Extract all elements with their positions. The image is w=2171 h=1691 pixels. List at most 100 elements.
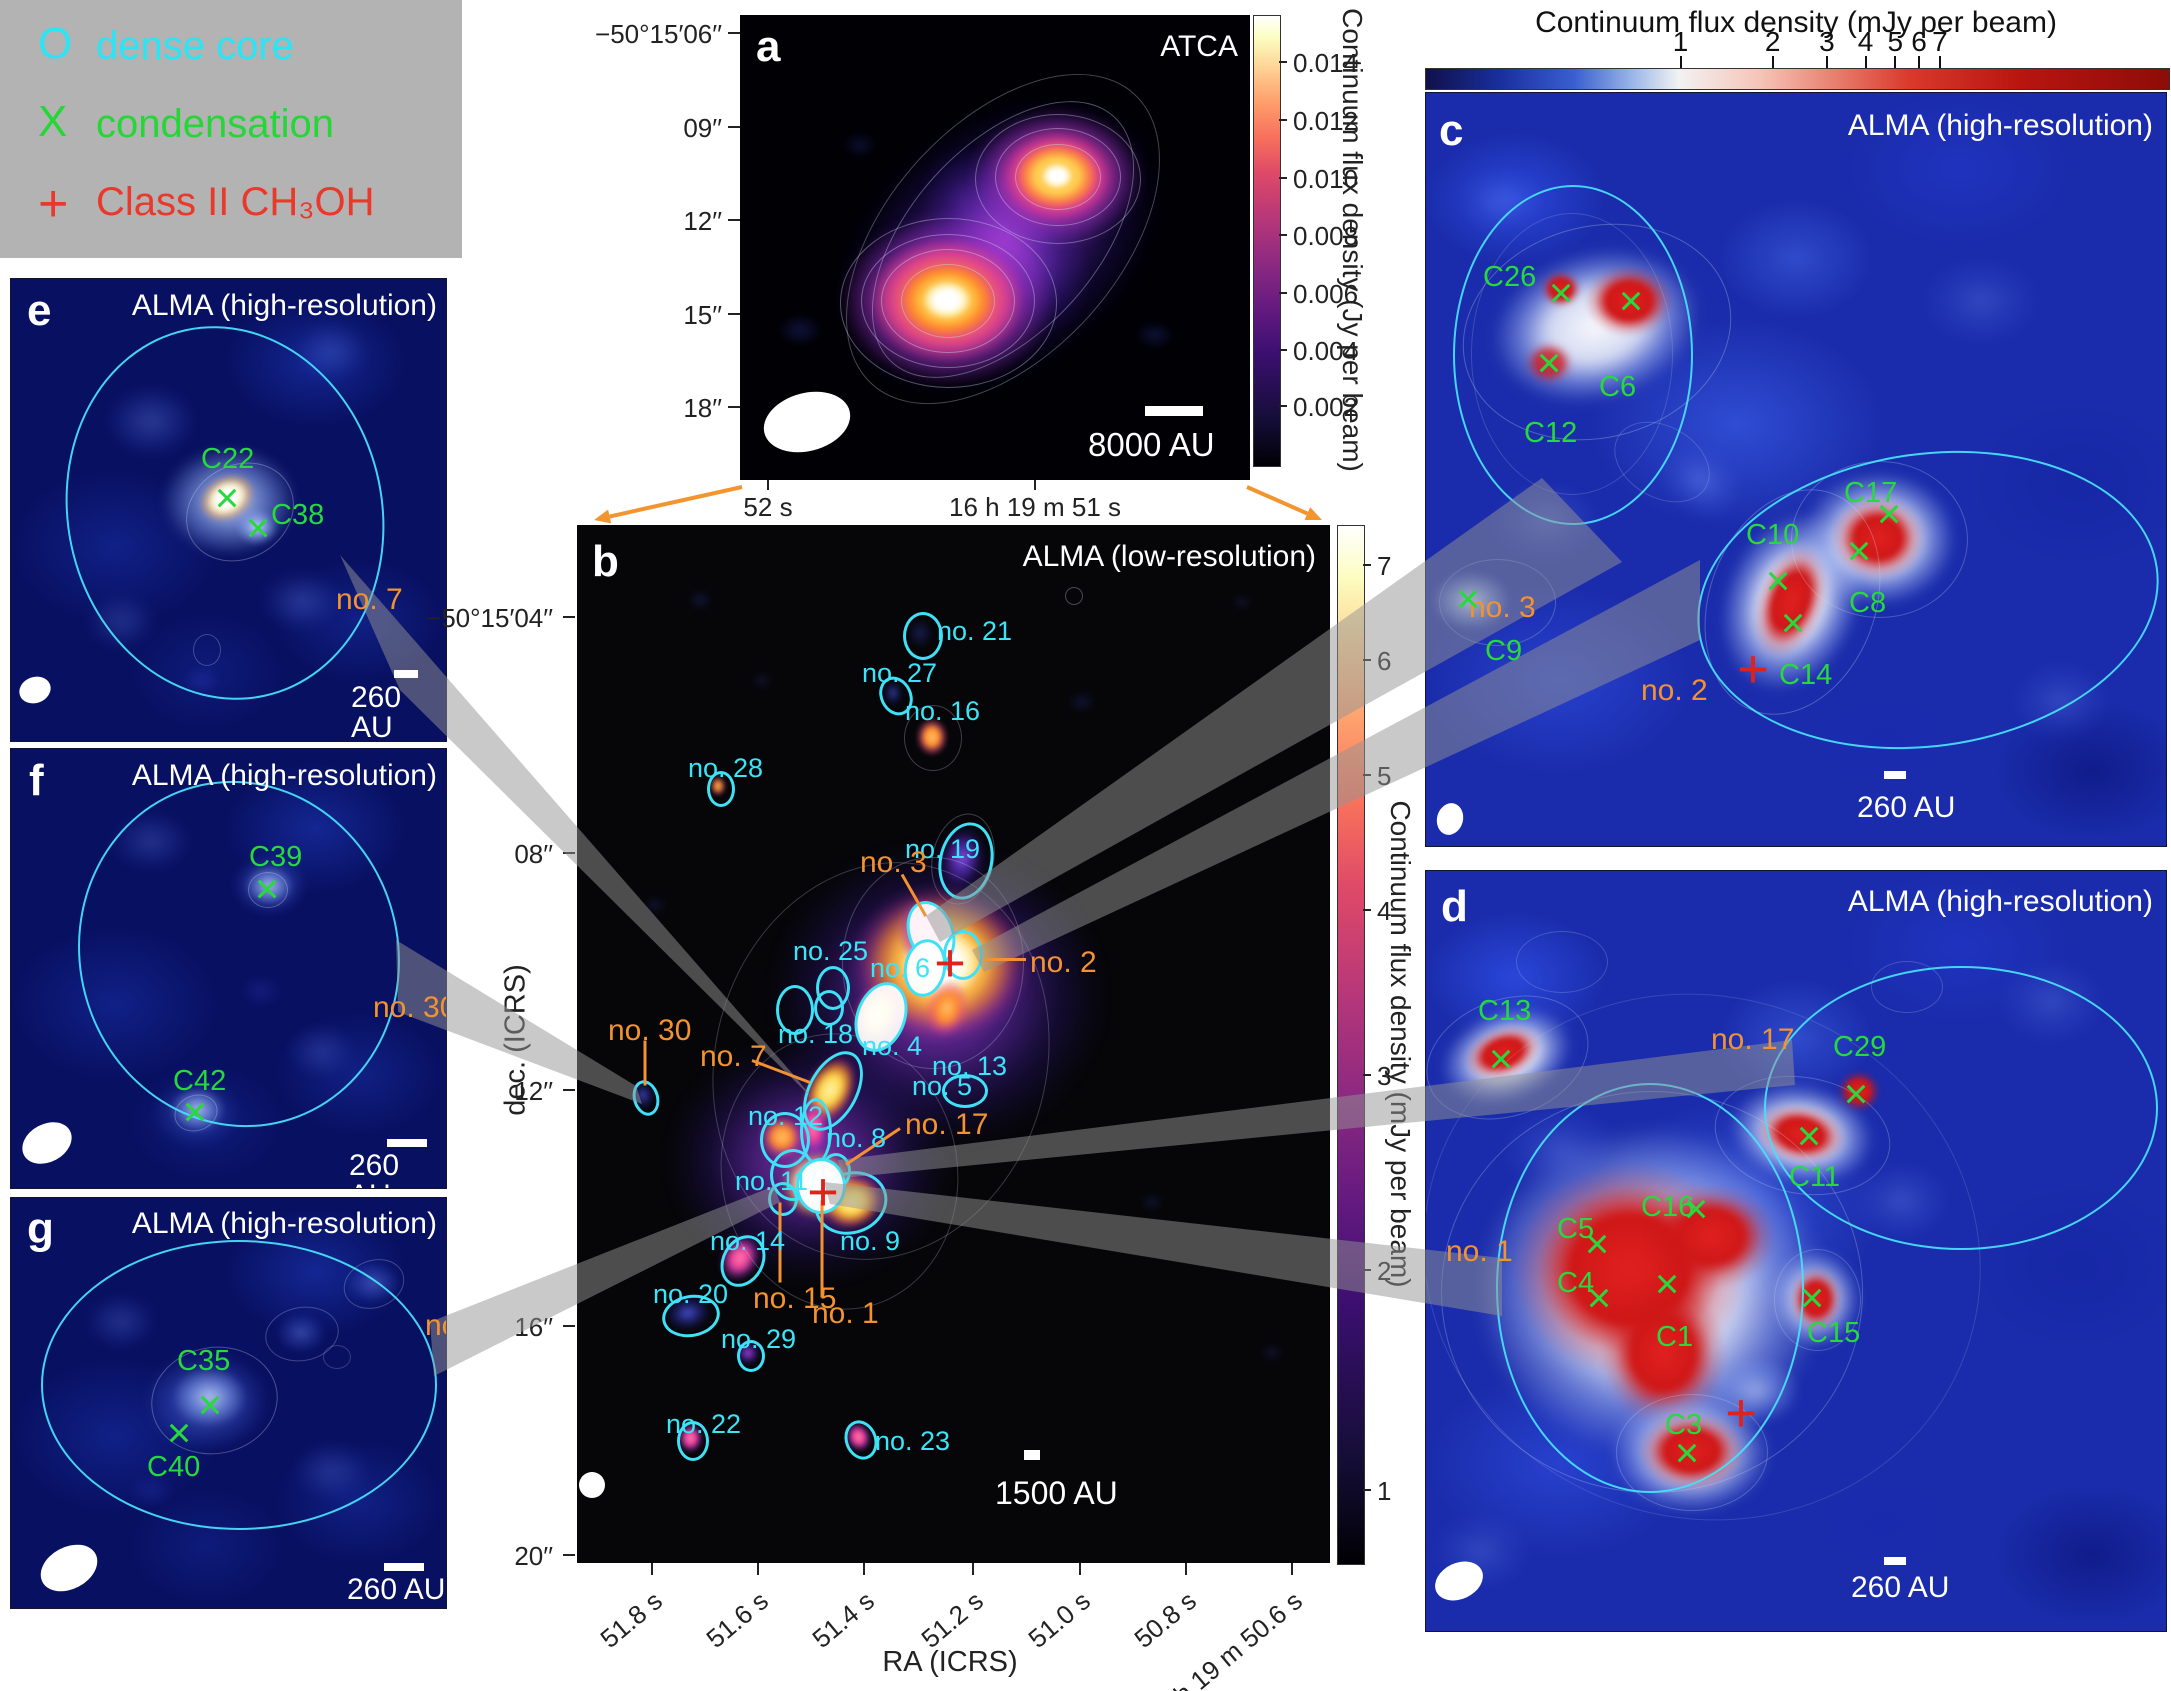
source-label-c39: C39 xyxy=(249,841,303,873)
source-label-no-30: no. 30 xyxy=(373,991,446,1024)
emission-blob xyxy=(181,666,221,696)
legend-item-label: dense core xyxy=(96,24,294,68)
panel-f: C39 C42 no. 30 × × 260 AU f ALMA (high-resoluti… xyxy=(10,748,447,1189)
panel-title-f: ALMA (high-resolution) xyxy=(131,759,437,792)
source-label-no-25: no. 25 xyxy=(793,936,869,966)
axis-tick-label: 20′′ xyxy=(514,1541,553,1571)
axis-tick xyxy=(1034,480,1036,490)
dense-core-ellipse xyxy=(677,1421,709,1461)
axis-tick-label-text: 51.0 s xyxy=(1022,1585,1096,1654)
panel-title-b: ALMA (low-resolution) xyxy=(1022,540,1316,573)
beam-ellipse xyxy=(32,1535,106,1601)
beam-ellipse xyxy=(579,1472,605,1498)
source-label-c3: C3 xyxy=(1665,1409,1703,1441)
condensation-x-mark: × xyxy=(1683,1185,1709,1232)
scale-bar xyxy=(1024,1450,1040,1460)
colorbar-top-tick-label: 2 xyxy=(1764,26,1781,57)
axis-tick xyxy=(863,1563,865,1575)
colorbar-b-tick xyxy=(1363,659,1371,661)
scale-bar xyxy=(394,670,418,678)
axis-tick xyxy=(728,126,740,128)
colorbar-a-tick xyxy=(1279,405,1287,407)
source-label-c35: C35 xyxy=(177,1345,231,1377)
colorbar-top-tick xyxy=(1918,56,1921,68)
colorbar-top-tick xyxy=(1894,56,1897,68)
ra-axis-label: RA (ICRS) xyxy=(882,1646,1018,1678)
scale-bar-label: 260 AU xyxy=(1851,1571,1950,1604)
axis-tick xyxy=(563,1554,575,1556)
condensation-x-mark: × xyxy=(1796,1112,1822,1159)
axis-tick xyxy=(767,480,769,490)
condensation-x-mark: × xyxy=(1455,575,1481,622)
source-label-c4: C4 xyxy=(1557,1267,1595,1299)
colorbar-top-tick-label: 5 xyxy=(1887,26,1904,57)
source-label-c22: C22 xyxy=(201,443,255,475)
panel-title-e: ALMA (high-resolution) xyxy=(131,289,437,322)
colorbar-top-title: Continuum flux density (mJy per beam) xyxy=(1535,6,2057,39)
legend-item-label: condensation xyxy=(96,102,334,146)
ch3oh-cross-mark: + xyxy=(1725,1383,1757,1443)
beam-ellipse xyxy=(15,672,55,708)
zoom-arrow-head xyxy=(594,509,612,524)
ch3oh-cross-mark: + xyxy=(807,1162,839,1222)
source-label-no-17: no. 17 xyxy=(1711,1023,1795,1056)
source-label-c16: C16 xyxy=(1641,1191,1695,1223)
colorbar-b-tick xyxy=(1363,1269,1371,1271)
source-label-no-29: no. 29 xyxy=(721,1324,797,1354)
contour-line xyxy=(248,872,288,908)
panel-letter-f: f xyxy=(29,756,44,805)
axis-tick-label: 16′′ xyxy=(514,1312,553,1342)
source-label-no-17: no. 17 xyxy=(905,1108,989,1141)
core-region-ellipse xyxy=(1764,966,2158,1250)
colorbar-b-tick-label: 4 xyxy=(1377,896,1392,926)
dense-core-ellipse xyxy=(814,990,844,1026)
source-label-no-8: no. 8 xyxy=(826,1123,887,1153)
source-label-no-28: no. 28 xyxy=(688,753,764,783)
source-label-c5: C5 xyxy=(1557,1213,1595,1245)
dense-core-symbol: O xyxy=(38,19,73,68)
scale-bar-label: 1500 AU xyxy=(995,1475,1118,1511)
axis-tick-label: 08′′ xyxy=(514,839,553,869)
emission-blob xyxy=(643,896,667,914)
panel-a: 8000 AU a ATCA xyxy=(740,15,1250,480)
beam-ellipse xyxy=(756,382,858,462)
source-label-c17: C17 xyxy=(1844,477,1898,509)
scale-bar-label: 8000 AU xyxy=(1088,426,1215,463)
panel-title-a: ATCA xyxy=(1160,30,1238,63)
contour-line xyxy=(975,114,1141,244)
axis-tick xyxy=(728,313,740,315)
colorbar-a-tick-label: 0.002 xyxy=(1293,392,1359,422)
panel-g: C35 C40 no. 15 ×× 260 AU g ALMA (high-resoluti… xyxy=(10,1197,447,1609)
axis-tick-label: 09′′ xyxy=(683,113,722,143)
colorbar-top-tick xyxy=(1825,56,1828,68)
core-region-ellipse xyxy=(1453,185,1693,525)
colorbar-a-tick-label: 0.008 xyxy=(1293,221,1359,251)
source-label-no-2: no. 2 xyxy=(1641,674,1708,707)
core-region-ellipse xyxy=(39,749,439,1164)
source-label-no-7: no. 7 xyxy=(336,583,403,616)
axis-tick-label: 16 h 19 m 51 s xyxy=(949,492,1121,522)
emission-blob xyxy=(1135,321,1175,349)
condensation-x-mark: × xyxy=(1618,277,1644,324)
condensation-x-mark: × xyxy=(245,504,271,551)
colorbar-top-tick xyxy=(1679,56,1682,68)
source-label-c38: C38 xyxy=(271,499,325,531)
source-label-c9: C9 xyxy=(1485,635,1523,667)
source-label-no-6: no. 6 xyxy=(870,953,931,983)
panel-title-c: ALMA (high-resolution) xyxy=(1847,109,2153,142)
source-label-no-16: no. 16 xyxy=(905,696,981,726)
colorbar-b-tick-label: 5 xyxy=(1377,761,1392,791)
source-label-c29: C29 xyxy=(1833,1031,1887,1063)
source-label-no-23: no. 23 xyxy=(875,1426,951,1456)
colorbar-a-tick-label: 0.010 xyxy=(1293,164,1359,194)
source-label-c14: C14 xyxy=(1779,659,1833,691)
colorbar-b-tick-label: 2 xyxy=(1377,1256,1392,1286)
axis-tick-label: −50°15′04′′ xyxy=(426,603,553,633)
condensation-x-mark: × xyxy=(1846,527,1872,574)
colorbar-top-tick xyxy=(1864,56,1867,68)
colorbar-b-tick xyxy=(1363,1489,1371,1491)
panel-letter-d: d xyxy=(1441,882,1468,931)
scale-bar xyxy=(384,1563,424,1571)
colorbar-top-tick-label: 7 xyxy=(1932,26,1948,57)
